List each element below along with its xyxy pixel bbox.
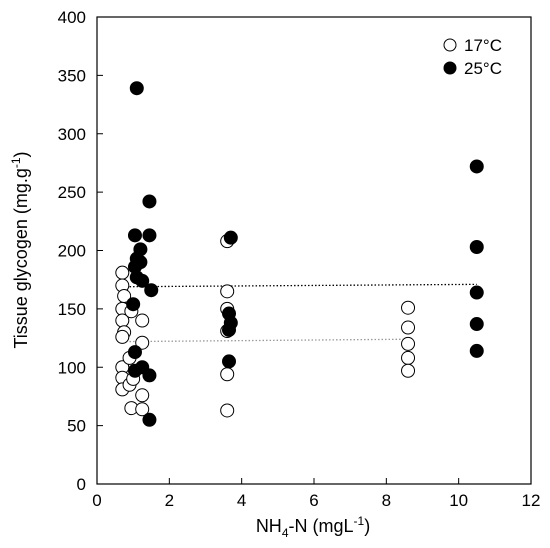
point-17c (401, 320, 416, 335)
point-17c (401, 363, 416, 378)
x-axis-title: NH4-N (mgL-1) (256, 514, 370, 540)
y-tick-label: 0 (77, 475, 86, 494)
x-tick-label: 10 (449, 491, 468, 510)
y-tick-label: 100 (58, 358, 86, 377)
legend-marker (443, 38, 457, 52)
point-25c (222, 354, 237, 369)
point-25c (222, 322, 237, 337)
point-25c (223, 230, 238, 245)
point-17c (135, 313, 150, 328)
legend: 17°C 25°C (443, 36, 502, 78)
point-17c (115, 329, 130, 344)
y-tick-label: 400 (58, 8, 86, 27)
x-tick-label: 6 (309, 491, 318, 510)
point-25c (142, 228, 157, 243)
point-25c (142, 412, 157, 427)
point-17c (220, 403, 235, 418)
trend-line (129, 338, 409, 343)
x-tick-label: 12 (522, 491, 541, 510)
point-17c (401, 336, 416, 351)
point-25c (135, 273, 150, 288)
trend-line (129, 283, 477, 288)
point-25c (142, 194, 157, 209)
y-tick-label: 350 (58, 66, 86, 85)
point-25c (469, 317, 484, 332)
trend-lines (129, 283, 477, 343)
legend-label: 25°C (464, 59, 502, 78)
point-17c (220, 284, 235, 299)
x-tick-label: 0 (92, 491, 101, 510)
point-17c (135, 402, 150, 417)
data-points (115, 81, 484, 427)
plot-frame (96, 16, 532, 485)
axis-ticks: 0 2 4 6 8 10 12 0 50 100 150 200 250 300 350 400 (58, 8, 541, 510)
x-tick-label: 8 (382, 491, 391, 510)
point-25c (126, 297, 141, 312)
point-17c (115, 265, 130, 280)
legend-marker (443, 61, 457, 75)
plot-border (96, 16, 532, 485)
point-25c (133, 255, 148, 270)
point-17c (220, 367, 235, 382)
legend-label: 17°C (464, 36, 502, 55)
y-tick-label: 50 (67, 417, 86, 436)
y-tick-label: 250 (58, 183, 86, 202)
point-25c (133, 242, 148, 257)
point-25c (129, 81, 144, 96)
point-17c (135, 388, 150, 403)
point-17c (135, 335, 150, 350)
point-25c (142, 368, 157, 383)
point-17c (401, 350, 416, 365)
x-tick-label: 4 (237, 491, 246, 510)
y-tick-label: 200 (58, 242, 86, 261)
point-25c (469, 285, 484, 300)
x-tick-label: 2 (165, 491, 174, 510)
point-17c (401, 300, 416, 315)
y-tick-label: 300 (58, 125, 86, 144)
point-25c (127, 228, 142, 243)
y-axis-title: Tissue glycogen (mg.g-1) (9, 151, 31, 348)
point-25c (144, 283, 159, 298)
point-25c (469, 239, 484, 254)
point-25c (127, 345, 142, 360)
y-tick-label: 150 (58, 300, 86, 319)
point-25c (469, 159, 484, 174)
point-25c (469, 343, 484, 358)
